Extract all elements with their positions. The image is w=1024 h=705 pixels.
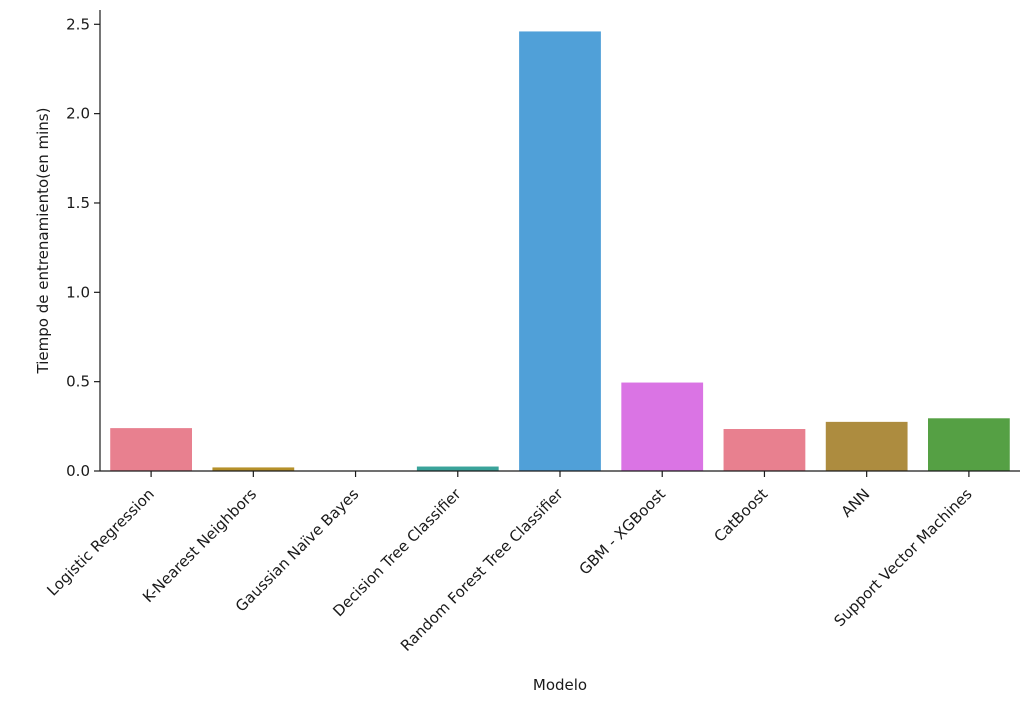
x-tick-label: Random Forest Tree Classifier bbox=[397, 484, 567, 654]
x-axis-title: Modelo bbox=[533, 676, 587, 694]
bar-6 bbox=[724, 429, 806, 471]
x-tick-label: ANN bbox=[838, 485, 874, 521]
x-tick-label: CatBoost bbox=[710, 485, 771, 546]
y-tick-label: 1.5 bbox=[66, 194, 90, 212]
bar-5 bbox=[621, 383, 703, 471]
x-tick-label: GBM - XGBoost bbox=[576, 485, 669, 578]
x-tick-label: K-Nearest Neighbors bbox=[139, 485, 260, 606]
y-tick-label: 2.0 bbox=[66, 105, 90, 123]
bar-8 bbox=[928, 418, 1010, 471]
bar-3 bbox=[417, 467, 499, 471]
y-axis-ticks: 0.0 0.5 1.0 1.5 2.0 2.5 bbox=[66, 15, 100, 480]
bar-7 bbox=[826, 422, 908, 471]
y-tick-label: 1.0 bbox=[66, 283, 90, 301]
y-axis-title: Tiempo de entrenamiento(en mins) bbox=[34, 108, 52, 375]
bar-4 bbox=[519, 31, 601, 471]
bars-group bbox=[110, 31, 1010, 471]
y-tick-label: 2.5 bbox=[66, 15, 90, 33]
bar-0 bbox=[110, 428, 192, 471]
y-tick-label: 0.0 bbox=[66, 462, 90, 480]
x-tick-label: Logistic Regression bbox=[43, 485, 157, 599]
y-tick-label: 0.5 bbox=[66, 373, 90, 391]
